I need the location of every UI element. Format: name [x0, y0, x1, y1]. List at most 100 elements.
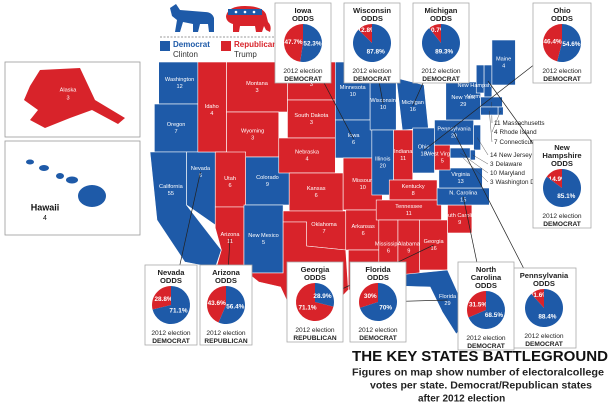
pie-slice — [466, 291, 486, 318]
state-name: Hawaii — [31, 202, 60, 212]
pie-label: 31.5% — [469, 301, 487, 308]
state-label: 3 Delaware — [490, 161, 523, 168]
state-name: Georgia — [424, 239, 445, 245]
card-heading: ODDS — [367, 273, 389, 282]
card-heading: Iowa — [295, 6, 313, 15]
state — [78, 185, 106, 207]
title: THE KEY STATES BATTLEGROUND — [352, 349, 608, 365]
state-votes: 8 — [412, 191, 415, 197]
card-year: 2012 election — [358, 327, 398, 334]
state-votes: 6 — [199, 173, 202, 179]
state-name: Delaware — [496, 161, 523, 168]
card-heading: Florida — [365, 265, 391, 274]
state-name: Michigan — [402, 100, 424, 106]
pie-label: 87.8% — [367, 48, 385, 55]
pie-slice — [429, 24, 441, 43]
state-votes: 10 — [490, 170, 498, 177]
card-result: DEMOCRAT — [467, 343, 505, 350]
state-votes: 29 — [444, 301, 450, 307]
state-name: West Virginia — [426, 151, 460, 157]
state-name: Alabama — [398, 241, 421, 247]
pie-slice — [284, 24, 303, 62]
hawaii-inset — [4, 140, 141, 236]
state-name: Tennessee — [395, 204, 422, 210]
card-year: 2012 election — [542, 213, 582, 220]
pie-label: 68.5% — [485, 312, 503, 319]
state-name: Ohio — [418, 144, 430, 150]
card-heading: ODDS — [475, 281, 497, 290]
state-name: Wyoming — [241, 128, 264, 134]
state-votes: 16 — [431, 246, 437, 252]
card-result: DEMOCRAT — [525, 341, 563, 348]
state-votes: 9 — [458, 220, 461, 226]
pie-label: 43.6% — [208, 300, 226, 307]
state-votes: 11 — [494, 120, 501, 127]
state-votes: 16 — [410, 107, 416, 113]
pie-slice — [218, 285, 246, 324]
state — [438, 167, 483, 189]
state-votes: 29 — [460, 102, 466, 108]
card-heading: Georgia — [301, 265, 330, 274]
callout-line — [460, 152, 489, 174]
state-name: Washington — [165, 77, 194, 83]
state — [66, 176, 78, 184]
card-heading: New — [554, 143, 570, 152]
legend-swatch-republican — [221, 41, 231, 51]
state-votes: 12 — [176, 84, 182, 90]
state — [39, 165, 49, 171]
card-year: 2012 election — [524, 333, 564, 340]
card-result: DEMOCRAT — [152, 338, 190, 345]
pie-label: 46.4% — [544, 38, 562, 45]
pie-label: 47.7% — [284, 39, 302, 46]
card-heading: Carolina — [471, 273, 502, 282]
state-name: Illinois — [375, 156, 391, 162]
card-heading: Wisconsin — [353, 6, 391, 15]
card-result: DEMOCRAT — [543, 221, 581, 228]
state-name: Indiana — [394, 149, 413, 155]
state-votes: 5 — [262, 240, 265, 246]
pie-label: 28.8% — [154, 296, 172, 303]
card-heading: Nevada — [157, 268, 185, 277]
pie-slice — [359, 283, 378, 308]
state-votes: 3 — [310, 82, 313, 88]
callout-line — [491, 110, 501, 133]
state-votes: 6 — [362, 231, 365, 237]
state-name: Oklahoma — [311, 222, 337, 228]
pie-label: 85.1% — [557, 193, 575, 200]
card-year: 2012 election — [421, 68, 461, 75]
pie-slice — [531, 289, 544, 308]
state-name: Connecticut — [500, 139, 534, 146]
card-year: 2012 election — [542, 68, 582, 75]
card-heading: Hampshire — [542, 151, 581, 160]
state-name: California — [159, 184, 184, 190]
pie-slice — [353, 23, 392, 62]
elephant-icon — [226, 6, 271, 32]
state-name: Colorado — [256, 175, 279, 181]
state-votes: 5 — [441, 158, 444, 164]
state-name: Missouri — [352, 178, 373, 184]
pie-slice — [468, 291, 505, 329]
state — [243, 204, 284, 274]
pie-slice — [152, 286, 171, 310]
state-label: 7 Connecticut — [494, 139, 533, 146]
card-heading: ODDS — [430, 14, 452, 23]
card-year: 2012 election — [206, 330, 246, 337]
card-heading: ODDS — [304, 273, 326, 282]
state — [288, 172, 344, 212]
state-votes: 3 — [310, 120, 313, 126]
card-heading: ODDS — [551, 14, 573, 23]
state-votes: 11 — [406, 211, 412, 217]
state-votes: 3 — [490, 179, 494, 186]
pie-slice — [542, 23, 562, 62]
state-name: Iowa — [348, 133, 361, 139]
state-votes: 10 — [360, 185, 366, 191]
state-name: Maryland — [499, 170, 525, 177]
state-votes: 3 — [255, 88, 258, 94]
